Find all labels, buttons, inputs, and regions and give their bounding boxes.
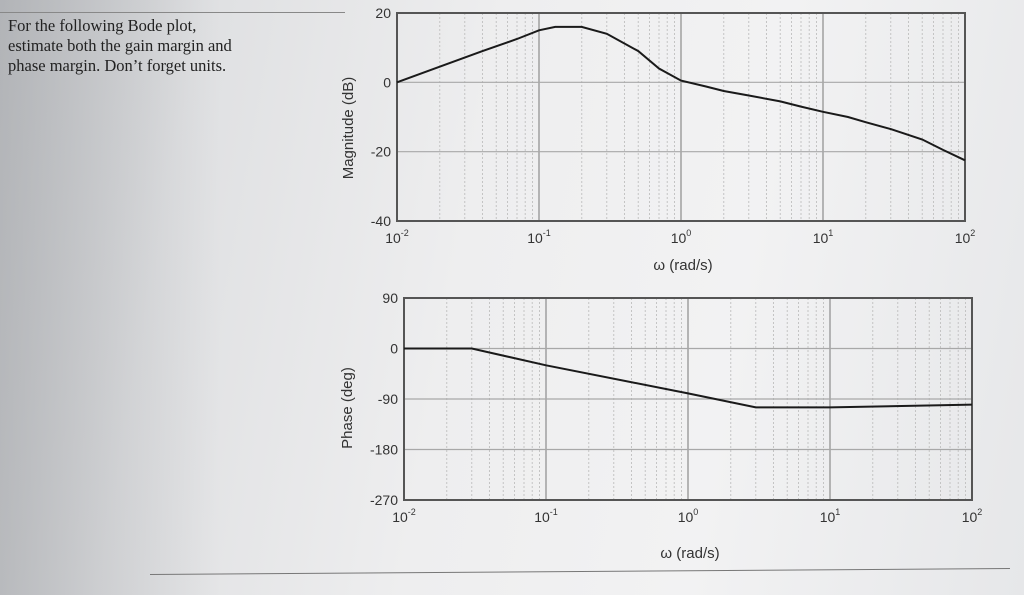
x-tick-exponent: 2 [977,507,982,517]
x-tick-exponent: 0 [693,507,698,517]
y-tick-label: -270 [370,492,398,508]
x-tick-label: 101 [813,228,834,246]
x-tick-label: 102 [962,507,983,525]
problem-line-1: For the following Bode plot, [8,16,197,35]
magnitude-y-ticks: 20 0 -20 -40 [371,5,391,229]
x-tick-label: 102 [955,228,976,246]
phase-x-ticks: 10-2 10-1 100 101 102 [392,507,982,525]
x-tick-label: 100 [671,228,692,246]
y-tick-label: -40 [371,213,391,229]
x-tick-label: 10-1 [534,507,558,525]
magnitude-y-label: Magnitude (dB) [340,77,357,180]
magnitude-plot-frame [396,12,966,222]
magnitude-x-label: ω (rad/s) [653,257,712,274]
x-tick-base: 10 [962,509,978,525]
x-tick-label: 10-1 [527,228,551,246]
x-tick-base: 10 [813,230,829,246]
x-tick-label: 10-2 [392,507,416,525]
x-tick-label: 10-2 [385,228,409,246]
problem-line-3: phase margin. Don’t forget units. [8,56,227,75]
phase-plot-frame [403,297,973,501]
x-tick-exponent: -2 [408,507,416,517]
top-rule [0,12,345,13]
problem-line-2: estimate both the gain margin and [8,36,232,55]
phase-plot: 900-90-180-270 10-2 10-1 100 101 102 Phase (… [339,290,982,562]
problem-statement: For the following Bode plot, estimate bo… [8,16,308,76]
x-tick-base: 10 [527,230,543,246]
y-tick-label: 90 [382,290,398,306]
magnitude-curve [396,25,966,162]
y-tick-label: -180 [370,442,398,458]
x-tick-base: 10 [385,230,401,246]
magnitude-plot: 200-20-40 10-2 10-1 100 101 102 Magnitude (d… [340,5,975,274]
x-tick-exponent: -1 [550,507,558,517]
phase-curve [404,347,973,409]
x-tick-base: 10 [955,230,971,246]
x-tick-base: 10 [392,509,408,525]
x-tick-exponent: -2 [401,228,409,238]
y-tick-label: -90 [378,391,398,407]
x-tick-label: 100 [678,507,699,525]
y-tick-label: 20 [375,5,391,21]
magnitude-grid [396,12,965,222]
x-tick-base: 10 [534,509,550,525]
x-tick-exponent: 2 [970,228,975,238]
phase-x-label: ω (rad/s) [660,545,719,562]
y-tick-label: 0 [390,341,398,357]
y-tick-label: 0 [383,74,391,90]
x-tick-exponent: 0 [686,228,691,238]
x-tick-base: 10 [671,230,687,246]
x-tick-exponent: -1 [543,228,551,238]
x-tick-label: 101 [820,507,841,525]
phase-y-ticks: 90 0 -90 -180 -270 [370,290,398,508]
x-tick-base: 10 [820,509,836,525]
y-tick-label: -20 [371,144,391,160]
x-tick-base: 10 [678,509,694,525]
magnitude-x-ticks: 10-2 10-1 100 101 102 [385,228,975,246]
x-tick-exponent: 1 [828,228,833,238]
x-tick-exponent: 1 [835,507,840,517]
phase-y-label: Phase (deg) [339,367,356,449]
phase-grid [403,297,972,501]
